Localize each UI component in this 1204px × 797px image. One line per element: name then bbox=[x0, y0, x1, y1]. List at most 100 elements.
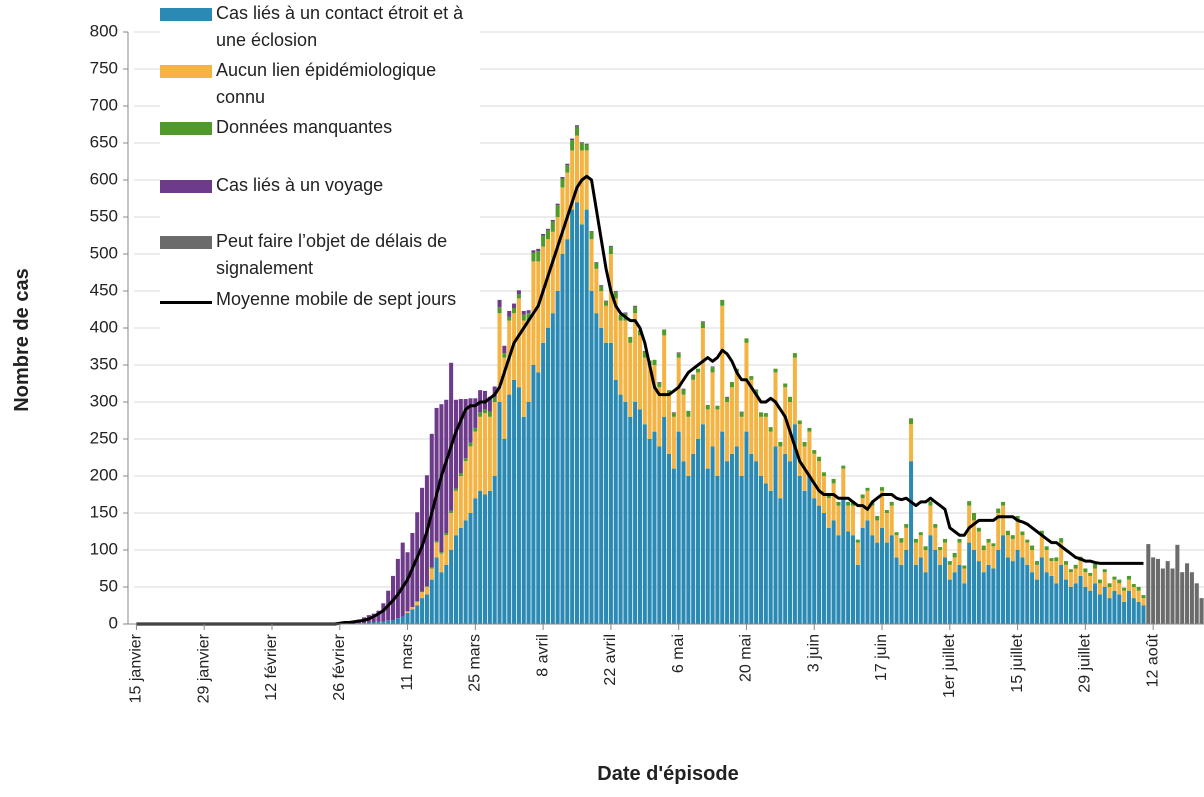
bar-segment bbox=[526, 402, 531, 624]
bar-segment bbox=[792, 353, 797, 358]
bar-segment bbox=[802, 441, 807, 447]
bar-segment bbox=[473, 498, 478, 624]
bar-segment bbox=[996, 508, 1001, 513]
bar-segment bbox=[536, 251, 541, 262]
bar-segment bbox=[942, 542, 947, 558]
bar-segment bbox=[516, 298, 521, 388]
bar-segment bbox=[836, 505, 841, 536]
bar-segment bbox=[725, 402, 730, 462]
bar-segment bbox=[734, 372, 739, 447]
bar-segment bbox=[415, 601, 420, 602]
bar-segment bbox=[463, 458, 468, 462]
bar-segment bbox=[1034, 564, 1039, 580]
bar-segment bbox=[1015, 550, 1020, 624]
x-tick-label: 29 janvier bbox=[195, 633, 212, 703]
bar-segment bbox=[487, 411, 492, 417]
bar-segment bbox=[700, 321, 705, 323]
bar-segment bbox=[947, 564, 952, 580]
bar-segment bbox=[589, 231, 594, 232]
bar-segment bbox=[584, 150, 589, 210]
bar-segment bbox=[913, 538, 918, 543]
bar-segment bbox=[889, 505, 894, 536]
bar-segment bbox=[604, 342, 609, 624]
bar-segment bbox=[952, 572, 957, 624]
bar-segment bbox=[1015, 515, 1020, 521]
bar-segment bbox=[1039, 530, 1044, 536]
bar-segment bbox=[613, 298, 618, 380]
bar-segment bbox=[783, 453, 788, 624]
bar-segment bbox=[1034, 561, 1039, 565]
bar-segment bbox=[1093, 568, 1098, 584]
bar-segment bbox=[599, 291, 604, 328]
bar-segment bbox=[841, 498, 846, 624]
bar-segment bbox=[608, 342, 613, 624]
bar-segment bbox=[676, 352, 681, 354]
bar-segment bbox=[434, 541, 439, 543]
bar-segment bbox=[618, 314, 623, 321]
y-tick-label: 100 bbox=[90, 539, 118, 558]
bar-segment bbox=[1141, 595, 1146, 599]
bar-segment bbox=[1160, 568, 1165, 624]
bar-segment bbox=[705, 404, 710, 410]
bar-segment bbox=[608, 254, 613, 343]
y-tick-label: 700 bbox=[90, 95, 118, 114]
bar-segment bbox=[429, 568, 434, 580]
bar-segment bbox=[395, 618, 400, 624]
bar-segment bbox=[1063, 564, 1069, 580]
bar-segment bbox=[865, 490, 870, 521]
bar-segment bbox=[512, 379, 517, 624]
bar-segment bbox=[860, 494, 865, 499]
y-tick-label: 0 bbox=[109, 613, 118, 632]
x-tick-label: 8 avril bbox=[534, 634, 551, 677]
bar-segment bbox=[928, 501, 933, 506]
bar-segment bbox=[1117, 594, 1122, 624]
bar-segment bbox=[947, 561, 952, 565]
bar-segment bbox=[1088, 575, 1093, 591]
bar-segment bbox=[918, 532, 923, 536]
bar-segment bbox=[1136, 601, 1141, 624]
bar-segment bbox=[696, 368, 701, 373]
bar-segment bbox=[768, 431, 773, 491]
bar-segment bbox=[536, 261, 541, 373]
bar-segment bbox=[618, 394, 623, 624]
bar-segment bbox=[812, 453, 817, 499]
bar-segment bbox=[579, 150, 584, 225]
bar-segment bbox=[652, 359, 657, 365]
bar-segment bbox=[957, 538, 962, 543]
legend-label: Aucun lien épidémiologique connu bbox=[216, 60, 437, 107]
bar-segment bbox=[705, 409, 710, 469]
y-tick-label: 250 bbox=[90, 428, 118, 447]
bar-segment bbox=[444, 564, 449, 624]
bar-segment bbox=[913, 564, 918, 624]
bar-segment bbox=[468, 442, 473, 447]
bar-segment bbox=[1131, 587, 1136, 599]
bar-segment bbox=[909, 418, 914, 425]
bar-segment bbox=[671, 416, 676, 469]
bar-segment bbox=[521, 310, 526, 315]
bar-segment bbox=[981, 550, 986, 573]
bar-segment bbox=[792, 357, 797, 425]
bar-segment bbox=[405, 612, 410, 624]
bar-segment bbox=[415, 605, 420, 624]
bar-segment bbox=[608, 246, 613, 254]
legend-item: Cas liés à un contact étroit et à une éc… bbox=[160, 3, 480, 54]
bar-segment bbox=[478, 412, 483, 417]
bar-segment bbox=[482, 413, 488, 495]
bar-segment bbox=[1073, 583, 1078, 624]
bar-segment bbox=[884, 513, 889, 543]
bar-segment bbox=[570, 138, 575, 141]
bar-segment bbox=[880, 487, 885, 491]
bar-segment bbox=[875, 520, 880, 543]
bar-segment bbox=[972, 513, 977, 521]
bar-segment bbox=[439, 572, 444, 624]
legend-swatch bbox=[160, 180, 212, 193]
bar-segment bbox=[715, 476, 720, 624]
bar-segment bbox=[545, 239, 550, 328]
x-tick-label: 3 juin bbox=[805, 634, 822, 672]
bar-segment bbox=[1199, 598, 1204, 624]
bar-segment bbox=[705, 468, 710, 624]
bar-segment bbox=[420, 598, 425, 624]
bar-segment bbox=[453, 490, 458, 536]
bar-segment bbox=[1136, 590, 1141, 602]
bar-segment bbox=[1025, 539, 1030, 543]
